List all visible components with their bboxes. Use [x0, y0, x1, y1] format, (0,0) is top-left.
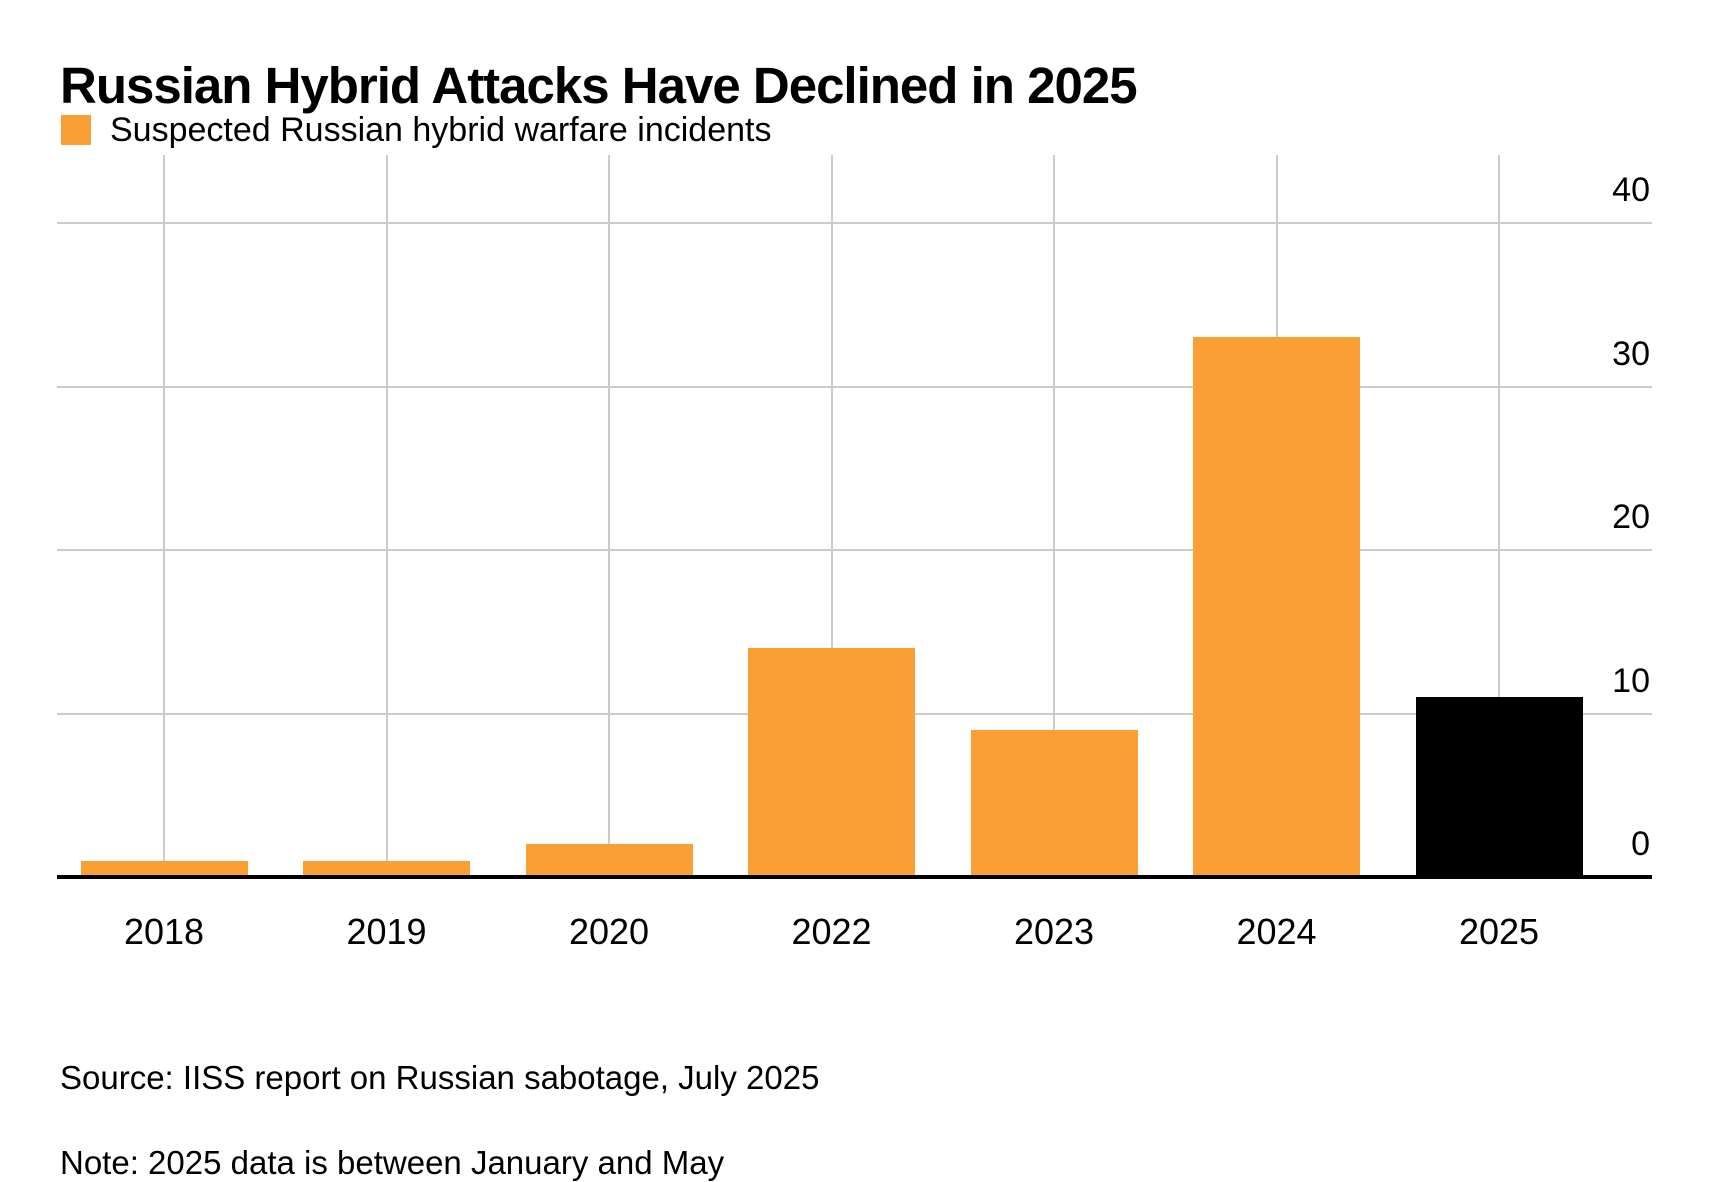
bar-2019: [303, 860, 470, 877]
y-axis-tick-label: 40: [1612, 171, 1650, 209]
x-axis-tick-label-2018: 2018: [123, 911, 205, 952]
source-text: Source: IISS report on Russian sabotage,…: [60, 1059, 820, 1096]
gridline-vertical: [1053, 155, 1055, 877]
legend-label: Suspected Russian hybrid warfare inciden…: [110, 110, 772, 149]
y-axis-tick-label: 10: [1612, 661, 1650, 700]
x-axis-tick-label-2024: 2024: [1236, 911, 1317, 952]
y-axis-tick-label: 30: [1612, 334, 1650, 373]
bar-2022: [748, 648, 915, 877]
gridline-vertical: [163, 155, 165, 877]
bar-2020: [525, 844, 693, 877]
x-axis-tick-label-2025: 2025: [1458, 911, 1540, 952]
y-axis-tick-label: 0: [1631, 825, 1650, 863]
gridline-vertical: [385, 155, 388, 877]
legend: Suspected Russian hybrid warfare inciden…: [61, 108, 771, 152]
x-axis-tick-label-2020: 2020: [568, 911, 650, 952]
bar-2024: [1193, 337, 1360, 877]
x-axis-tick-label-2022: 2022: [791, 911, 872, 952]
bar-2023: [970, 729, 1138, 877]
note-text: Note: 2025 data is between January and M…: [60, 1144, 725, 1181]
chart-title: Russian Hybrid Attacks Have Declined in …: [60, 57, 1138, 115]
legend-swatch-icon: [61, 115, 91, 145]
gridline-vertical: [608, 155, 610, 877]
y-axis-tick-label: 20: [1612, 498, 1650, 536]
gridline-horizontal: [57, 222, 1652, 224]
x-axis-tick-label-2023: 2023: [1013, 911, 1095, 952]
x-axis-line: [57, 875, 1652, 879]
gridline-vertical: [1498, 155, 1500, 877]
gridline-vertical: [830, 155, 833, 877]
bar-2025: [1415, 697, 1583, 877]
gridline-horizontal: [57, 385, 1652, 388]
bar-2018: [80, 860, 248, 877]
x-axis-tick-label-2019: 2019: [346, 911, 427, 952]
gridline-horizontal: [57, 549, 1652, 551]
